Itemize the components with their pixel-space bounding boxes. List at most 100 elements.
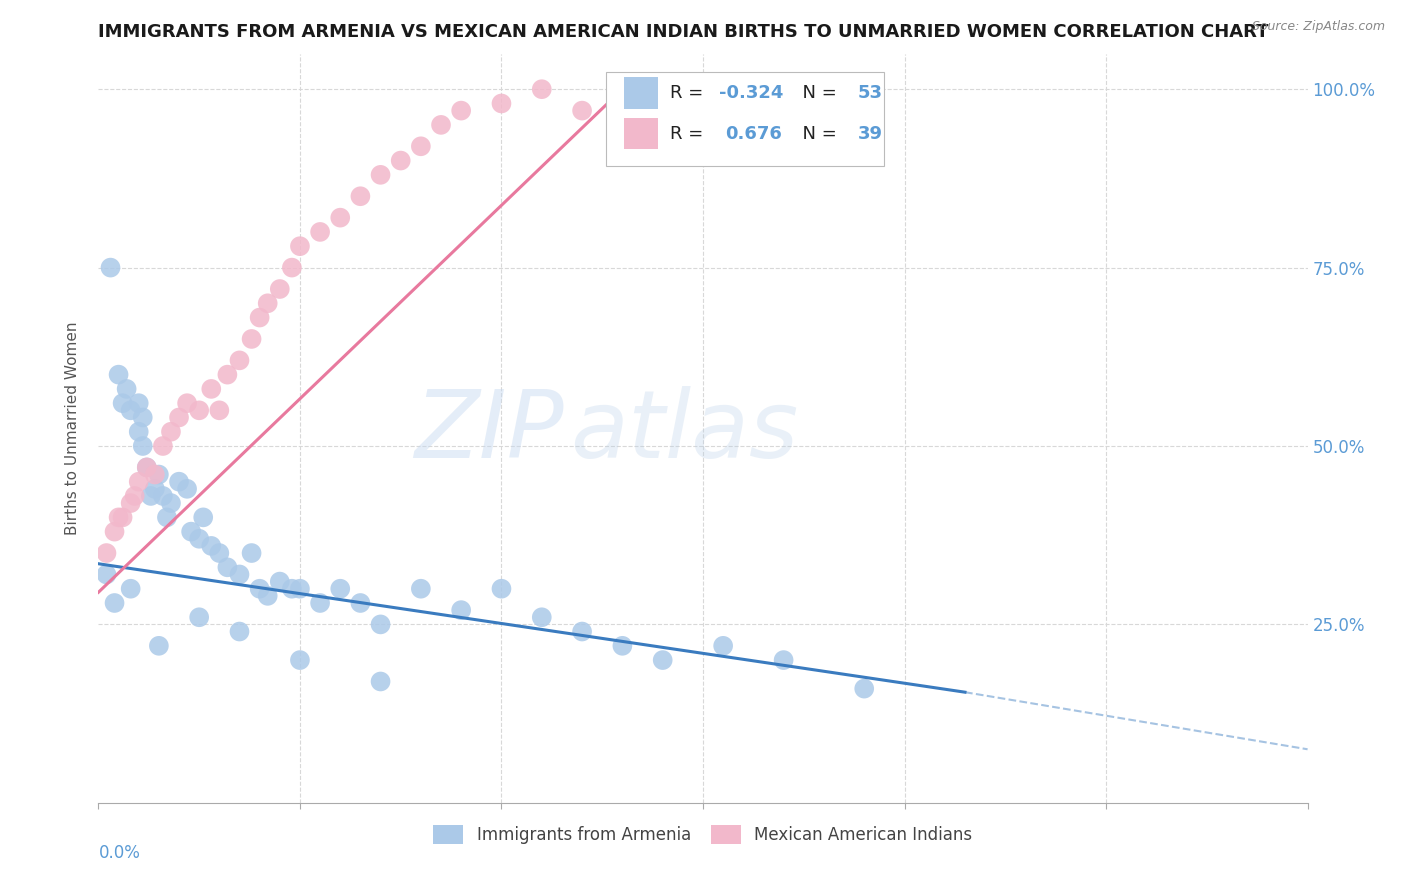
- Point: [111, 510, 134, 524]
- Text: 39: 39: [858, 125, 883, 143]
- Bar: [624, 118, 658, 149]
- Point: [180, 524, 202, 539]
- Point: [370, 617, 392, 632]
- Point: [115, 382, 138, 396]
- Point: [281, 582, 304, 596]
- Point: [132, 410, 155, 425]
- Point: [571, 624, 593, 639]
- Point: [111, 396, 134, 410]
- Point: [450, 103, 472, 118]
- Point: [208, 546, 231, 560]
- Point: [107, 368, 129, 382]
- Point: [228, 353, 250, 368]
- Point: [249, 582, 271, 596]
- FancyBboxPatch shape: [606, 72, 884, 166]
- Point: [188, 403, 211, 417]
- Point: [188, 610, 211, 624]
- Point: [167, 410, 190, 425]
- Point: [772, 653, 794, 667]
- Point: [530, 82, 553, 96]
- Bar: [624, 78, 658, 109]
- Text: -0.324: -0.324: [718, 84, 783, 102]
- Point: [256, 296, 278, 310]
- Legend: Immigrants from Armenia, Mexican American Indians: Immigrants from Armenia, Mexican America…: [427, 818, 979, 851]
- Text: ZIP: ZIP: [415, 386, 564, 477]
- Point: [128, 475, 150, 489]
- Point: [309, 225, 332, 239]
- Point: [329, 211, 352, 225]
- Point: [450, 603, 472, 617]
- Point: [200, 539, 222, 553]
- Point: [288, 239, 311, 253]
- Text: 0.0%: 0.0%: [98, 844, 141, 862]
- Point: [389, 153, 412, 168]
- Point: [103, 524, 125, 539]
- Point: [135, 460, 157, 475]
- Text: 53: 53: [858, 84, 883, 102]
- Point: [349, 596, 371, 610]
- Point: [711, 639, 734, 653]
- Text: Source: ZipAtlas.com: Source: ZipAtlas.com: [1251, 20, 1385, 33]
- Point: [217, 368, 239, 382]
- Point: [491, 582, 513, 596]
- Point: [156, 510, 179, 524]
- Point: [430, 118, 453, 132]
- Point: [128, 425, 150, 439]
- Point: [217, 560, 239, 574]
- Point: [491, 96, 513, 111]
- Point: [128, 396, 150, 410]
- Point: [120, 582, 142, 596]
- Point: [200, 382, 222, 396]
- Text: N =: N =: [792, 84, 842, 102]
- Point: [612, 96, 634, 111]
- Point: [208, 403, 231, 417]
- Point: [288, 653, 311, 667]
- Point: [148, 639, 170, 653]
- Point: [853, 681, 876, 696]
- Point: [152, 439, 174, 453]
- Text: IMMIGRANTS FROM ARMENIA VS MEXICAN AMERICAN INDIAN BIRTHS TO UNMARRIED WOMEN COR: IMMIGRANTS FROM ARMENIA VS MEXICAN AMERI…: [98, 23, 1270, 41]
- Point: [107, 510, 129, 524]
- Point: [103, 596, 125, 610]
- Point: [240, 332, 263, 346]
- Point: [160, 496, 183, 510]
- Point: [167, 475, 190, 489]
- Text: N =: N =: [792, 125, 842, 143]
- Point: [651, 653, 673, 667]
- Point: [228, 567, 250, 582]
- Point: [249, 310, 271, 325]
- Point: [120, 403, 142, 417]
- Point: [281, 260, 304, 275]
- Point: [152, 489, 174, 503]
- Point: [349, 189, 371, 203]
- Point: [409, 139, 432, 153]
- Point: [309, 596, 332, 610]
- Text: 0.676: 0.676: [724, 125, 782, 143]
- Point: [143, 467, 166, 482]
- Point: [176, 396, 198, 410]
- Point: [269, 282, 291, 296]
- Point: [124, 489, 146, 503]
- Point: [612, 639, 634, 653]
- Text: R =: R =: [671, 84, 710, 102]
- Point: [132, 439, 155, 453]
- Point: [176, 482, 198, 496]
- Text: atlas: atlas: [569, 386, 799, 477]
- Point: [733, 118, 755, 132]
- Point: [148, 467, 170, 482]
- Text: R =: R =: [671, 125, 716, 143]
- Point: [409, 582, 432, 596]
- Point: [96, 567, 118, 582]
- Point: [256, 589, 278, 603]
- Point: [228, 624, 250, 639]
- Point: [692, 96, 714, 111]
- Point: [269, 574, 291, 589]
- Point: [120, 496, 142, 510]
- Point: [135, 460, 157, 475]
- Point: [288, 582, 311, 596]
- Point: [530, 610, 553, 624]
- Point: [240, 546, 263, 560]
- Point: [139, 489, 162, 503]
- Point: [100, 260, 122, 275]
- Y-axis label: Births to Unmarried Women: Births to Unmarried Women: [65, 321, 80, 535]
